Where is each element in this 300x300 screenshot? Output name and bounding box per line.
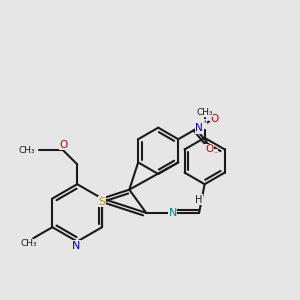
- Text: N: N: [195, 123, 203, 133]
- Text: CH₃: CH₃: [19, 146, 35, 155]
- Text: N: N: [169, 208, 177, 218]
- Text: H: H: [195, 195, 203, 205]
- Text: N: N: [72, 241, 80, 251]
- Text: O: O: [205, 144, 213, 154]
- Text: S: S: [98, 197, 106, 207]
- Text: O: O: [210, 114, 219, 124]
- Text: ⁺: ⁺: [202, 119, 207, 128]
- Text: ⁻: ⁻: [213, 149, 218, 158]
- Text: CH₃: CH₃: [20, 239, 37, 248]
- Text: CH₃: CH₃: [196, 108, 213, 117]
- Text: O: O: [59, 140, 67, 150]
